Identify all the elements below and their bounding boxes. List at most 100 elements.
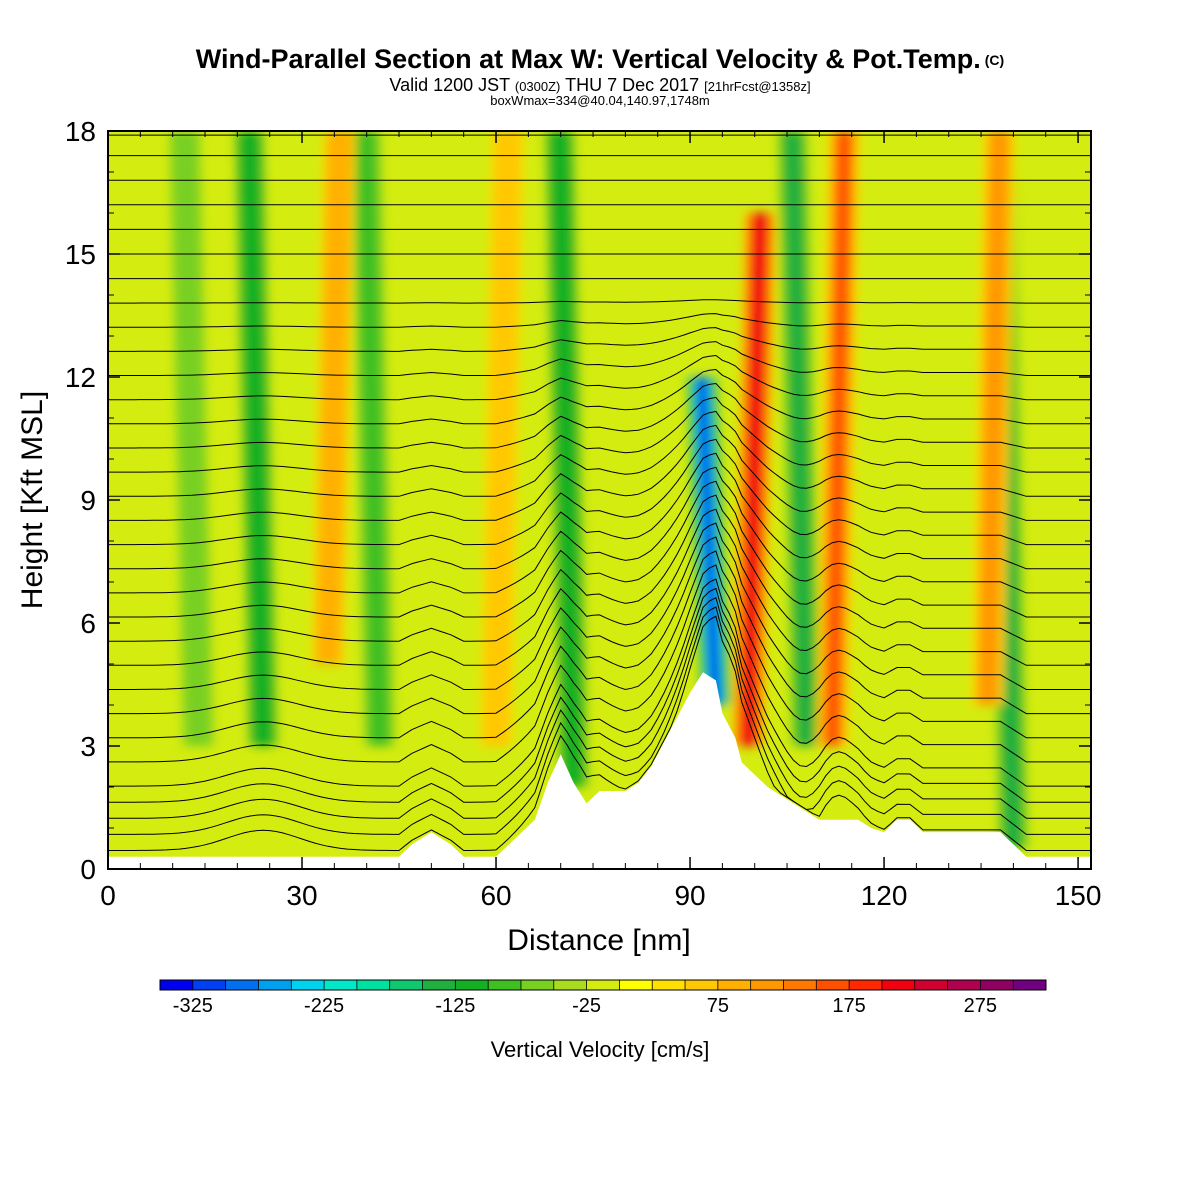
colorbar-swatch [947, 980, 981, 990]
colorbar-swatch [160, 980, 194, 990]
colorbar-swatch [455, 980, 489, 990]
y-tick-label: 9 [80, 485, 96, 516]
velocity-band [776, 131, 823, 746]
theta-contour-line [108, 596, 1091, 819]
theta-contour-line [108, 578, 1091, 787]
theta-contour-line [108, 480, 1091, 618]
axes: 0 30 60 90 120 150 0 3 6 9 12 15 18 [65, 116, 1102, 911]
theta-contour-line [108, 354, 1091, 401]
chart-title: Wind-Parallel Section at Max W: Vertical… [0, 44, 1200, 75]
theta-contour-line [108, 536, 1091, 715]
colorbar-tick-label: 175 [832, 995, 865, 1017]
theta-contour-line [108, 508, 1091, 666]
colorbar-swatch [619, 980, 653, 990]
y-tick-label: 6 [80, 608, 96, 639]
x-tick-label: 90 [674, 880, 705, 911]
y-tick-label: 18 [65, 116, 96, 147]
colorbar-swatch [488, 980, 522, 990]
x-tick-label: 120 [861, 880, 908, 911]
theta-contour-line [108, 550, 1091, 739]
colorbar-swatch [685, 980, 719, 990]
theta-contour-line [108, 341, 1091, 376]
theta-contour-line [108, 466, 1091, 594]
colorbar-tick-label: -25 [572, 995, 601, 1017]
x-tick-label: 30 [286, 880, 317, 911]
velocity-band-layer [785, 131, 814, 746]
colorbar-swatch [324, 980, 358, 990]
colorbar-swatch [586, 980, 620, 990]
colorbar-swatch [520, 980, 555, 990]
colorbar-swatch [422, 980, 456, 990]
colorbar-swatch [849, 980, 883, 990]
title-text: Wind-Parallel Section at Max W: Vertical… [195, 44, 981, 74]
colorbar-swatch [291, 980, 325, 990]
forecast-info: [21hrFcst@1358z] [704, 79, 811, 94]
colorbar-swatch [192, 980, 227, 990]
theta-contour-line [108, 410, 1091, 497]
theta-contour-line [108, 382, 1091, 449]
velocity-band-layer [171, 131, 212, 746]
y-tick-label: 3 [80, 731, 96, 762]
colorbar-tick-label: 75 [707, 995, 729, 1017]
velocity-features [168, 131, 1030, 849]
colorbar-swatch [356, 980, 391, 990]
terrain [108, 672, 1091, 869]
velocity-band-layer [697, 377, 720, 705]
theta-contour-line [108, 396, 1091, 473]
colorbar-frame [159, 979, 1047, 991]
theta-contour-line [108, 522, 1091, 690]
theta-contour-line [108, 299, 1091, 304]
colorbar-tick-label: -325 [173, 995, 213, 1017]
plot-area [108, 131, 1091, 869]
velocity-band-layer [314, 131, 353, 664]
colorbar-swatch [980, 980, 1014, 990]
y-tick-label: 12 [65, 362, 96, 393]
colorbar-swatch [783, 980, 817, 990]
theta-contour-line [108, 606, 1091, 835]
colorbar-tick-label: 275 [964, 995, 997, 1017]
theta-contour-line [108, 615, 1091, 851]
copyright-mark: (C) [984, 52, 1005, 68]
x-tick-label: 150 [1055, 880, 1102, 911]
colorbar-swatch [258, 980, 292, 990]
velocity-band [971, 131, 1016, 705]
velocity-band-layer [239, 131, 274, 746]
y-tick-label: 0 [80, 854, 96, 885]
x-tick-label: 0 [100, 880, 116, 911]
x-tick-label: 60 [480, 880, 511, 911]
velocity-band-layer [549, 131, 584, 787]
colorbar-label: Vertical Velocity [cm/s] [491, 1037, 710, 1062]
colorbar-swatch [717, 980, 752, 990]
colorbar-tick-label: -125 [435, 995, 475, 1017]
valid-date: THU 7 Dec 2017 [565, 75, 700, 95]
velocity-band [543, 131, 590, 787]
colorbar-swatch [225, 980, 259, 990]
colorbar-swatch [553, 980, 588, 990]
utc-time: (0300Z) [514, 79, 561, 94]
theta-contour-line [108, 494, 1091, 642]
colorbar-swatch [914, 980, 949, 990]
y-axis-label: Height [Kft MSL] [16, 391, 49, 609]
velocity-band-layer [741, 213, 768, 746]
theta-contours [108, 134, 1091, 851]
velocity-band [816, 131, 861, 746]
theta-contour-line [108, 424, 1091, 521]
theta-contour-line [108, 564, 1091, 763]
colorbar-swatch [652, 980, 686, 990]
colorbar-swatch [1013, 980, 1047, 990]
velocity-band-layer [825, 131, 852, 746]
theta-contour-line [108, 313, 1091, 328]
valid-time: Valid 1200 JST [389, 75, 510, 95]
colorbar: -325 -225 -125 -25 75 175 275 [159, 979, 1047, 1017]
velocity-band [311, 131, 356, 664]
velocity-band [233, 131, 280, 746]
theta-contour-line [108, 327, 1091, 352]
velocity-band-layer [355, 131, 390, 746]
velocity-band-layer [977, 131, 1010, 705]
chart-subtitle: Valid 1200 JST (0300Z) THU 7 Dec 2017 [2… [0, 75, 1200, 96]
velocity-band [732, 213, 777, 746]
theta-contour-line [108, 438, 1091, 546]
y-tick-label: 15 [65, 239, 96, 270]
theta-contour-line [108, 452, 1091, 570]
